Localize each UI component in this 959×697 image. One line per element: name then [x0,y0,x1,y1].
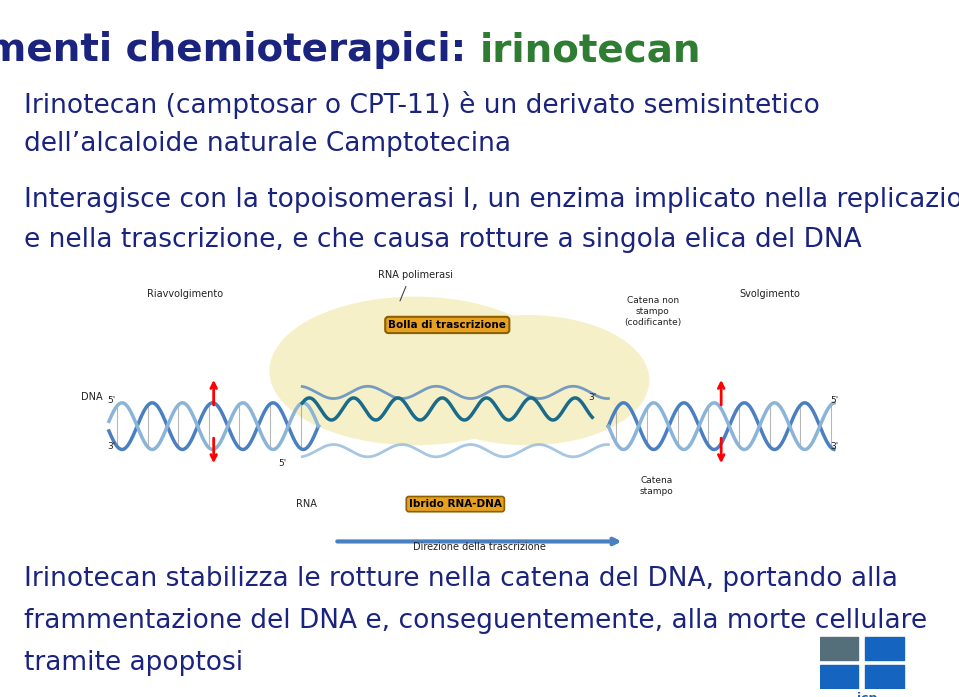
Text: Irinotecan (camptosar o CPT-11) è un derivato semisintetico: Irinotecan (camptosar o CPT-11) è un der… [24,91,820,118]
Bar [865,665,903,689]
Text: 5': 5' [107,396,116,405]
Bar [820,665,858,689]
Text: Svolgimento: Svolgimento [739,289,800,299]
Text: Catena
stampo: Catena stampo [640,475,673,496]
Text: Direzione della trascrizione: Direzione della trascrizione [413,542,546,552]
Text: 5': 5' [278,459,287,468]
Text: Ibrido RNA-DNA: Ibrido RNA-DNA [409,499,502,509]
Ellipse shape [270,298,560,445]
Text: RNA: RNA [296,499,316,509]
Ellipse shape [407,316,648,445]
Text: 3': 3' [107,443,116,452]
Text: Trattamenti chemioterapici:: Trattamenti chemioterapici: [0,31,480,70]
Text: frammentazione del DNA e, conseguentemente, alla morte cellulare: frammentazione del DNA e, conseguentemen… [24,608,927,634]
Text: RNA polimerasi: RNA polimerasi [378,270,453,279]
Text: 3': 3' [588,393,596,402]
Text: Riavvolgimento: Riavvolgimento [148,289,223,299]
Text: DNA: DNA [81,392,103,402]
Text: 5': 5' [830,396,838,405]
Text: Catena non
stampo
(codificante): Catena non stampo (codificante) [624,296,681,327]
Text: irinotecan: irinotecan [480,31,701,70]
Text: Interagisce con la topoisomerasi I, un enzima implicato nella replicazione: Interagisce con la topoisomerasi I, un e… [24,187,959,213]
Text: icp: icp [856,691,877,697]
Bar [865,637,903,661]
Text: dell’alcaloide naturale Camptotecina: dell’alcaloide naturale Camptotecina [24,131,511,157]
Text: Bolla di trascrizione: Bolla di trascrizione [388,320,506,330]
Bar [820,637,858,661]
Text: Irinotecan stabilizza le rotture nella catena del DNA, portando alla: Irinotecan stabilizza le rotture nella c… [24,566,898,592]
Text: tramite apoptosi: tramite apoptosi [24,650,243,675]
Text: 3': 3' [830,443,838,452]
Text: e nella trascrizione, e che causa rotture a singola elica del DNA: e nella trascrizione, e che causa rottur… [24,227,861,253]
